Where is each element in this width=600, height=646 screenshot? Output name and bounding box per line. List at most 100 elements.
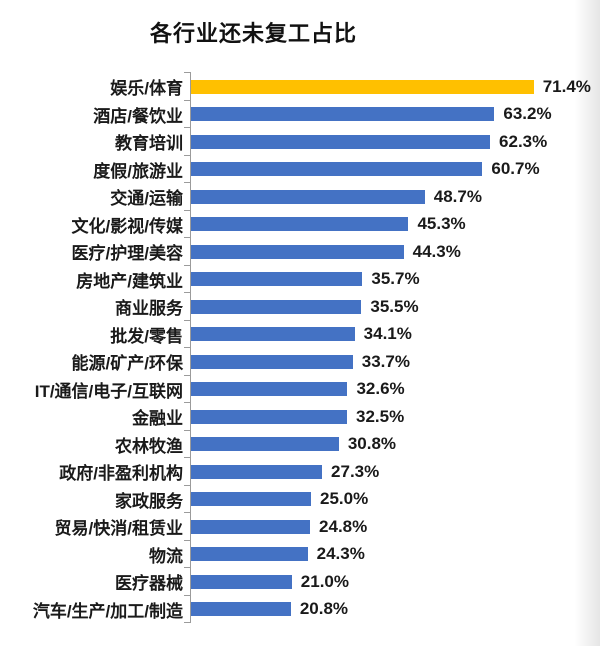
category-label: 酒店/餐饮业 xyxy=(93,106,183,126)
category-label: 娱乐/体育 xyxy=(110,79,183,99)
category-label: 农林牧渔 xyxy=(115,436,183,456)
bar xyxy=(191,354,353,369)
category-label: 房地产/建筑业 xyxy=(76,271,183,291)
bar xyxy=(191,217,409,232)
chart-row: 房地产/建筑业 35.7% xyxy=(0,264,600,293)
value-label: 71.4% xyxy=(542,76,591,96)
bar xyxy=(191,519,311,534)
value-label: 62.3% xyxy=(499,131,548,151)
plot-area-cell: 27.3% xyxy=(184,457,600,486)
value-label: 35.5% xyxy=(370,296,419,316)
value-label: 60.7% xyxy=(491,159,540,179)
chart-row: 汽车/生产/加工/制造 20.8% xyxy=(0,594,600,623)
bar xyxy=(191,547,308,562)
value-label: 63.2% xyxy=(503,104,552,124)
category-label: 医疗/护理/美容 xyxy=(71,244,183,264)
chart-row: 批发/零售 34.1% xyxy=(0,319,600,348)
category-label: 政府/非盈利机构 xyxy=(59,464,183,484)
plot-area-cell: 32.5% xyxy=(184,402,600,431)
chart-row: 医疗/护理/美容 44.3% xyxy=(0,237,600,266)
category-label: 金融业 xyxy=(132,409,183,429)
plot-area-cell: 32.6% xyxy=(184,374,600,403)
value-label: 27.3% xyxy=(331,461,380,481)
plot-area-cell: 35.5% xyxy=(184,292,600,321)
plot-area-cell: 48.7% xyxy=(184,182,600,211)
plot-area-cell: 21.0% xyxy=(184,567,600,596)
category-label: 教育培训 xyxy=(115,134,183,154)
category-label: 物流 xyxy=(149,546,183,566)
bar xyxy=(191,79,534,94)
bar xyxy=(191,492,311,507)
value-label: 44.3% xyxy=(412,241,461,261)
plot-area-cell: 34.1% xyxy=(184,319,600,348)
plot-area-cell: 20.8% xyxy=(184,594,600,623)
category-label: 批发/零售 xyxy=(110,326,183,346)
chart-row: 物流 24.3% xyxy=(0,539,600,568)
bar xyxy=(191,409,347,424)
category-label: 文化/影视/传媒 xyxy=(71,216,183,236)
bar xyxy=(191,464,323,479)
chart-row: 酒店/餐饮业 63.2% xyxy=(0,99,600,128)
bar xyxy=(191,189,425,204)
value-label: 45.3% xyxy=(417,214,466,234)
value-label: 21.0% xyxy=(300,571,349,591)
chart-row: 家政服务 25.0% xyxy=(0,484,600,513)
bar xyxy=(191,272,363,287)
category-label: 医疗器械 xyxy=(115,574,183,594)
plot-area-cell: 71.4% xyxy=(184,72,600,101)
chart-row: 交通/运输 48.7% xyxy=(0,182,600,211)
plot-area-cell: 45.3% xyxy=(184,209,600,238)
chart-row: 政府/非盈利机构 27.3% xyxy=(0,457,600,486)
chart-row: 金融业 32.5% xyxy=(0,402,600,431)
bar xyxy=(191,574,292,589)
value-label: 34.1% xyxy=(363,324,412,344)
bar xyxy=(191,299,362,314)
plot-area-cell: 35.7% xyxy=(184,264,600,293)
chart-row: 文化/影视/传媒 45.3% xyxy=(0,209,600,238)
value-label: 30.8% xyxy=(347,434,397,454)
plot-area-cell: 24.3% xyxy=(184,539,600,568)
category-label: 商业服务 xyxy=(115,299,183,319)
category-label: 交通/运输 xyxy=(110,189,183,209)
bar xyxy=(191,162,483,177)
plot-area-cell: 24.8% xyxy=(184,512,600,541)
plot-area-cell: 44.3% xyxy=(184,237,600,266)
category-label: 家政服务 xyxy=(115,491,183,511)
bar xyxy=(191,244,404,259)
category-label: 度假/旅游业 xyxy=(93,161,183,181)
bar xyxy=(191,382,348,397)
bar xyxy=(191,602,291,617)
value-label: 20.8% xyxy=(299,599,349,619)
plot-area-cell: 25.0% xyxy=(184,484,600,513)
chart-row: 娱乐/体育 71.4% xyxy=(0,72,600,101)
chart-row: 能源/矿产/环保 33.7% xyxy=(0,347,600,376)
plot-area-cell: 62.3% xyxy=(184,127,600,156)
chart-row: 商业服务 35.5% xyxy=(0,292,600,321)
category-label: 贸易/快消/租赁业 xyxy=(54,519,183,539)
plot-area-cell: 30.8% xyxy=(184,429,600,458)
plot-area-cell: 60.7% xyxy=(184,154,600,183)
bar xyxy=(191,107,495,122)
value-label: 33.7% xyxy=(361,351,410,371)
value-label: 32.6% xyxy=(356,379,405,399)
bar xyxy=(191,134,491,149)
bar xyxy=(191,437,339,452)
chart-row: 度假/旅游业 60.7% xyxy=(0,154,600,183)
category-label: 能源/矿产/环保 xyxy=(71,354,183,374)
category-label: 汽车/生产/加工/制造 xyxy=(32,601,183,621)
chart-row: IT/通信/电子/互联网 32.6% xyxy=(0,374,600,403)
plot-area-cell: 33.7% xyxy=(184,347,600,376)
chart-row: 贸易/快消/租赁业 24.8% xyxy=(0,512,600,541)
bar-chart: 娱乐/体育 71.4% 酒店/餐饮业 63.2% 教育培训 62.3% 度假/旅游业 60.7… xyxy=(0,72,600,623)
value-label: 35.7% xyxy=(371,269,420,289)
value-label: 24.3% xyxy=(316,544,365,564)
chart-title: 各行业还未复工占比 xyxy=(150,21,358,46)
value-label: 25.0% xyxy=(320,489,369,509)
plot-area-cell: 63.2% xyxy=(184,99,600,128)
chart-row: 教育培训 62.3% xyxy=(0,127,600,156)
bar xyxy=(191,327,355,342)
value-label: 32.5% xyxy=(356,406,405,426)
value-label: 48.7% xyxy=(433,186,482,206)
chart-row: 农林牧渔 30.8% xyxy=(0,429,600,458)
